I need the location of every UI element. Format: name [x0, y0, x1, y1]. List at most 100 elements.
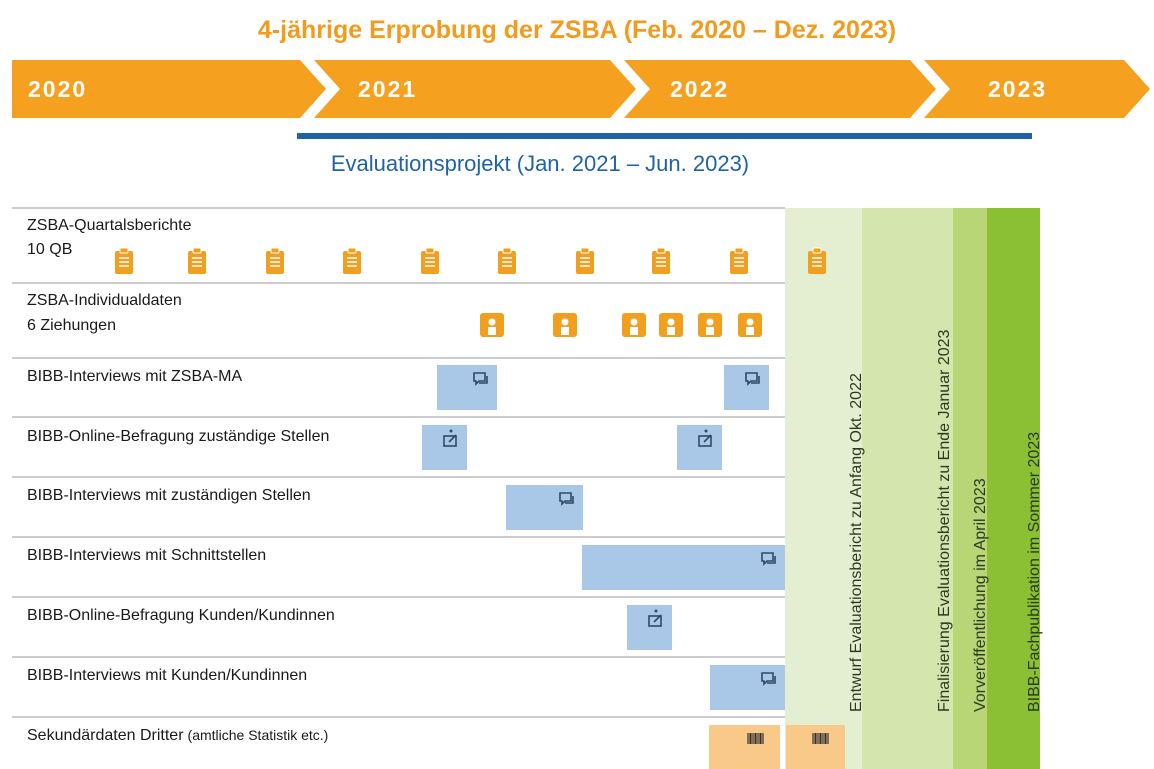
secondary-box — [786, 725, 845, 769]
activity-box — [422, 425, 467, 470]
icon-bubble — [761, 672, 774, 686]
icon-clip — [425, 247, 435, 254]
secondary-box — [709, 725, 780, 769]
icon-clip — [812, 247, 822, 254]
icon-dot — [449, 429, 453, 433]
year-chevron — [924, 60, 1150, 118]
report-icon — [808, 247, 826, 274]
row-label: BIBB-Interviews mit ZSBA-MA — [27, 368, 242, 385]
icon-head — [630, 318, 638, 326]
year-label: 2020 — [28, 76, 87, 102]
row-label: BIBB-Online-Befragung Kunden/Kundinnen — [27, 607, 335, 624]
report-icon — [421, 247, 439, 274]
year-band: 2020 2021 2022 2023 — [12, 60, 1150, 118]
report-icon — [115, 247, 133, 274]
icon-bubble — [745, 372, 758, 386]
data-icon — [738, 313, 762, 337]
row-sub: 6 Ziehungen — [27, 317, 116, 334]
report-icon — [498, 247, 516, 274]
interview-icon — [559, 492, 574, 506]
milestone-column — [987, 208, 1040, 769]
activity-box — [724, 365, 769, 410]
icon-head — [706, 318, 714, 326]
activity-box — [437, 365, 497, 410]
icon-pen — [653, 614, 662, 623]
row-label: BIBB-Interviews mit Kunden/Kundinnen — [27, 667, 307, 684]
milestone-column — [785, 208, 862, 769]
row-label: Sekundärdaten Dritter (amtliche Statistik… — [27, 727, 328, 744]
interview-icon — [761, 552, 776, 566]
icon-clip — [580, 247, 590, 254]
data-icon — [622, 313, 646, 337]
year-label: 2022 — [670, 76, 729, 102]
report-icon — [266, 247, 284, 274]
icon-torso — [667, 327, 675, 335]
report-icon — [343, 247, 361, 274]
icon-torso — [488, 327, 496, 335]
data-icon — [659, 313, 683, 337]
activity-box — [710, 665, 785, 710]
icon-form — [443, 435, 457, 447]
icon-clip — [347, 247, 357, 254]
row-label: BIBB-Online-Befragung zuständige Stellen — [27, 428, 329, 445]
milestone-label: Finalisierung Evaluationsbericht zu Ende… — [936, 329, 953, 712]
row-note: (amtliche Statistik etc.) — [188, 727, 329, 743]
icon-clip — [192, 247, 202, 254]
icon-form — [648, 615, 662, 627]
data-icon — [698, 313, 722, 337]
rows: ZSBA-Quartalsberichte 10 QB ZSBA-Individ… — [27, 217, 335, 744]
interview-icon — [473, 372, 488, 386]
milestone-columns: Entwurf Evaluationsbericht zu Anfang Okt… — [785, 208, 1043, 769]
icon-form — [698, 435, 712, 447]
icon-head — [488, 318, 496, 326]
row-label: ZSBA-Quartalsberichte — [27, 217, 192, 234]
interview-icon — [761, 672, 776, 686]
icon-clip — [734, 247, 744, 254]
icon-bubble — [767, 676, 776, 684]
row-label: BIBB-Interviews mit Schnittstellen — [27, 547, 266, 564]
report-icon — [576, 247, 594, 274]
icon-bubble — [565, 496, 574, 504]
survey-icon — [443, 429, 457, 447]
icon-bubble — [479, 376, 488, 384]
icon-dot — [654, 609, 658, 613]
icon-clip — [502, 247, 512, 254]
icon-pen — [703, 434, 712, 443]
icon-clip — [119, 247, 129, 254]
icon-clip — [656, 247, 666, 254]
icon-bubble — [751, 376, 760, 384]
icon-bubble — [473, 372, 486, 386]
activity-box — [627, 605, 672, 650]
report-icon — [188, 247, 206, 274]
icon-torso — [630, 327, 638, 335]
year-chevron — [314, 60, 636, 118]
report-icon — [730, 247, 748, 274]
icon-head — [667, 318, 675, 326]
survey-icon — [648, 609, 662, 627]
milestone-label: Vorveröffentlichung im April 2023 — [972, 478, 989, 712]
icon-dot — [704, 429, 708, 433]
activity-box — [677, 425, 722, 470]
year-chevron — [12, 60, 326, 118]
icon-bubble — [767, 556, 776, 564]
milestone-label: BIBB-Fachpublikation im Sommer 2023 — [1026, 432, 1043, 712]
title: 4-jährige Erprobung der ZSBA (Feb. 2020 … — [258, 16, 896, 44]
data-icon — [480, 313, 504, 337]
row-sub: 10 QB — [27, 241, 72, 258]
icon-head — [746, 318, 754, 326]
project-label: Evaluationsprojekt (Jan. 2021 – Jun. 202… — [331, 151, 749, 176]
icon-bubble — [559, 492, 572, 506]
icon-head — [561, 318, 569, 326]
milestone-label: Entwurf Evaluationsbericht zu Anfang Okt… — [848, 373, 865, 712]
survey-icon — [698, 429, 712, 447]
icon-torso — [561, 327, 569, 335]
icon-clip — [270, 247, 280, 254]
activity-box — [506, 485, 583, 530]
icon-torso — [746, 327, 754, 335]
activity-box — [582, 545, 785, 590]
icon-pen — [448, 434, 457, 443]
row-label: BIBB-Interviews mit zuständigen Stellen — [27, 487, 311, 504]
year-label: 2021 — [358, 76, 417, 102]
icon-torso — [706, 327, 714, 335]
